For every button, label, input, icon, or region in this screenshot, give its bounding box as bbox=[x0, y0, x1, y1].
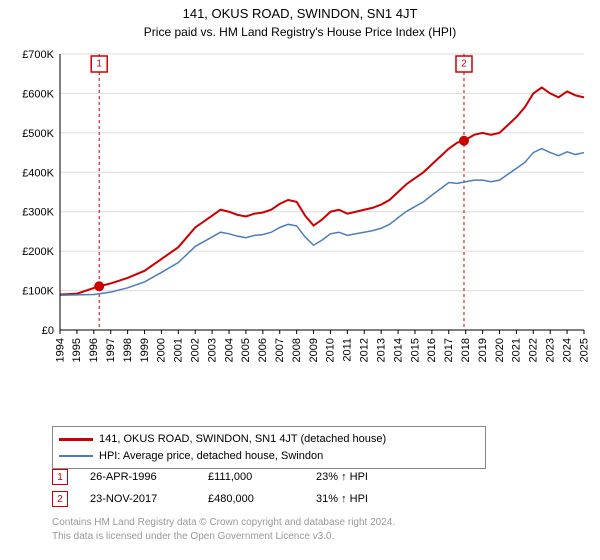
transaction-marker-2: 2 bbox=[52, 491, 68, 507]
svg-text:1999: 1999 bbox=[139, 338, 151, 362]
transaction-date-1: 26-APR-1996 bbox=[90, 471, 208, 483]
svg-text:2000: 2000 bbox=[156, 338, 168, 362]
svg-text:£0: £0 bbox=[42, 325, 54, 337]
svg-text:2009: 2009 bbox=[308, 338, 320, 362]
svg-text:2017: 2017 bbox=[443, 338, 455, 362]
legend-item-1: 141, OKUS ROAD, SWINDON, SN1 4JT (detach… bbox=[59, 431, 479, 448]
svg-text:2015: 2015 bbox=[409, 338, 421, 362]
svg-text:2006: 2006 bbox=[257, 338, 269, 362]
footer-line-1: Contains HM Land Registry data © Crown c… bbox=[52, 516, 395, 530]
chart-svg: £0 £100K £200K £300K £400K £500K £600K £700K 199… bbox=[10, 48, 590, 378]
legend-item-2: HPI: Average price, detached house, Swin… bbox=[59, 448, 479, 465]
transaction-row-1: 1 26-APR-1996 £111,000 23% ↑ HPI bbox=[52, 466, 436, 488]
transaction-row-2: 2 23-NOV-2017 £480,000 31% ↑ HPI bbox=[52, 488, 436, 510]
svg-text:£200K: £200K bbox=[22, 246, 54, 258]
svg-text:2014: 2014 bbox=[392, 338, 404, 362]
chart-area: £0 £100K £200K £300K £400K £500K £600K £700K 199… bbox=[10, 48, 590, 378]
transaction-hpi-1: 23% ↑ HPI bbox=[316, 471, 436, 483]
svg-text:2019: 2019 bbox=[477, 338, 489, 362]
transaction-marker-1: 1 bbox=[52, 469, 68, 485]
footer-line-2: This data is licensed under the Open Gov… bbox=[52, 530, 395, 544]
legend-swatch-2 bbox=[59, 455, 93, 457]
footer-attribution: Contains HM Land Registry data © Crown c… bbox=[52, 516, 395, 543]
svg-text:2025: 2025 bbox=[578, 338, 590, 362]
svg-text:2002: 2002 bbox=[190, 338, 202, 362]
svg-text:2012: 2012 bbox=[359, 338, 371, 362]
svg-text:2008: 2008 bbox=[291, 338, 303, 362]
svg-text:2004: 2004 bbox=[223, 338, 235, 362]
svg-text:2016: 2016 bbox=[426, 338, 438, 362]
svg-text:2022: 2022 bbox=[528, 338, 540, 362]
legend: 141, OKUS ROAD, SWINDON, SN1 4JT (detach… bbox=[52, 426, 486, 469]
svg-text:1996: 1996 bbox=[88, 338, 100, 362]
svg-text:1994: 1994 bbox=[54, 338, 66, 362]
svg-text:1: 1 bbox=[96, 59, 102, 70]
transaction-hpi-2: 31% ↑ HPI bbox=[316, 493, 436, 505]
svg-text:2024: 2024 bbox=[561, 338, 573, 362]
chart-container: 141, OKUS ROAD, SWINDON, SN1 4JT Price p… bbox=[0, 0, 600, 560]
svg-text:2020: 2020 bbox=[494, 338, 506, 362]
svg-text:2013: 2013 bbox=[375, 338, 387, 362]
svg-text:£700K: £700K bbox=[22, 49, 54, 61]
chart-title: 141, OKUS ROAD, SWINDON, SN1 4JT bbox=[0, 0, 600, 21]
svg-text:2011: 2011 bbox=[342, 338, 354, 362]
svg-text:2023: 2023 bbox=[544, 338, 556, 362]
svg-text:2005: 2005 bbox=[240, 338, 252, 362]
svg-text:2007: 2007 bbox=[274, 338, 286, 362]
transaction-price-2: £480,000 bbox=[208, 493, 316, 505]
svg-text:£300K: £300K bbox=[22, 207, 54, 219]
svg-text:1998: 1998 bbox=[122, 338, 134, 362]
svg-text:2010: 2010 bbox=[325, 338, 337, 362]
legend-label-1: 141, OKUS ROAD, SWINDON, SN1 4JT (detach… bbox=[99, 431, 386, 448]
transaction-date-2: 23-NOV-2017 bbox=[90, 493, 208, 505]
chart-subtitle: Price paid vs. HM Land Registry's House … bbox=[0, 21, 600, 45]
transaction-price-1: £111,000 bbox=[208, 471, 316, 483]
svg-text:2021: 2021 bbox=[511, 338, 523, 362]
svg-text:2003: 2003 bbox=[206, 338, 218, 362]
svg-text:2018: 2018 bbox=[460, 338, 472, 362]
svg-text:£100K: £100K bbox=[22, 286, 54, 298]
svg-text:1997: 1997 bbox=[105, 338, 117, 362]
legend-label-2: HPI: Average price, detached house, Swin… bbox=[99, 448, 323, 465]
svg-text:2: 2 bbox=[461, 59, 467, 70]
svg-text:£400K: £400K bbox=[22, 167, 54, 179]
transaction-table: 1 26-APR-1996 £111,000 23% ↑ HPI 2 23-NO… bbox=[52, 466, 436, 510]
svg-text:£500K: £500K bbox=[22, 128, 54, 140]
svg-text:£600K: £600K bbox=[22, 88, 54, 100]
legend-swatch-1 bbox=[59, 438, 93, 441]
svg-text:1995: 1995 bbox=[71, 338, 83, 362]
svg-text:2001: 2001 bbox=[173, 338, 185, 362]
